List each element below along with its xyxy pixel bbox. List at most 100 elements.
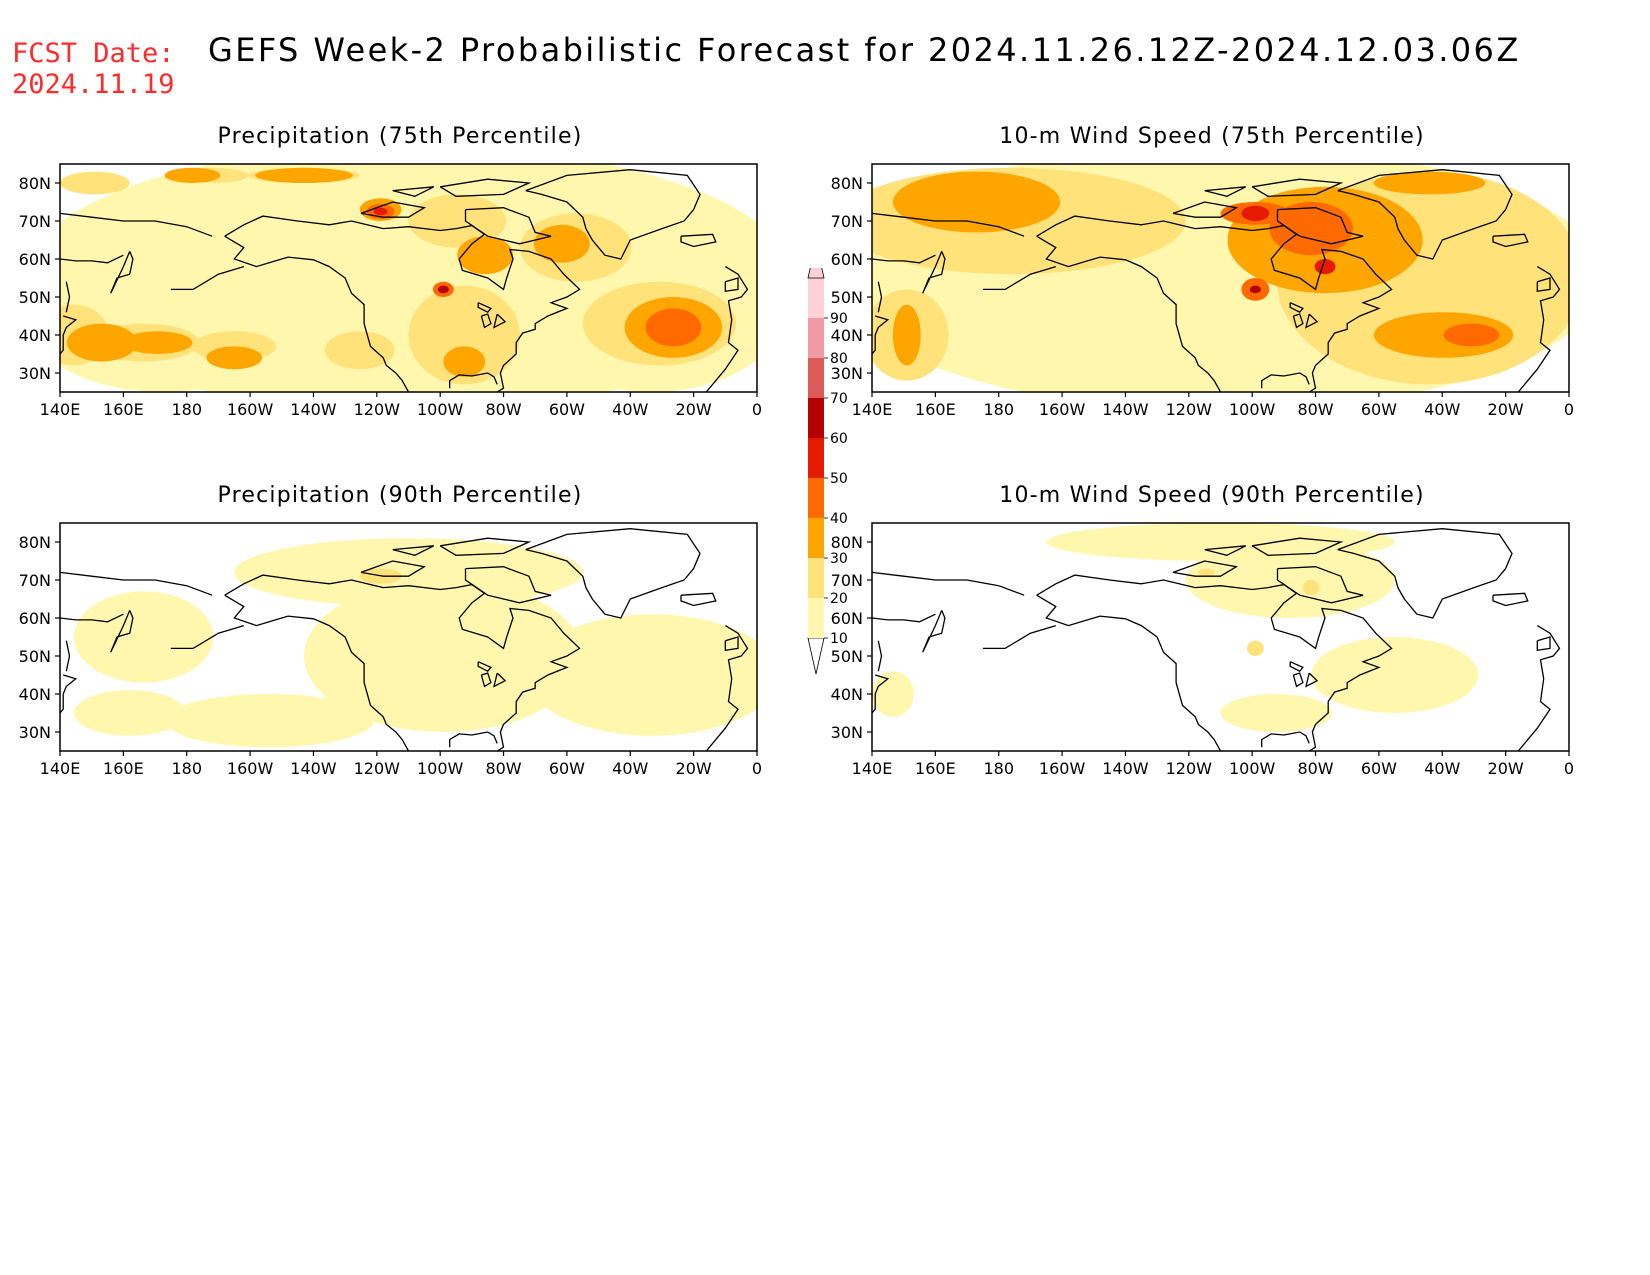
- coastline: [1036, 215, 1393, 392]
- lon-label: 40W: [1424, 759, 1460, 778]
- probability-contour: [1246, 640, 1264, 656]
- probability-contour: [443, 346, 486, 377]
- probability-contour: [408, 194, 507, 248]
- lon-label: 60W: [1361, 400, 1397, 419]
- probability-field: [60, 523, 757, 751]
- coastline: [1172, 560, 1239, 577]
- coastline: [680, 592, 717, 607]
- lon-label: 40W: [612, 400, 648, 419]
- lat-label: 30N: [831, 364, 863, 383]
- lat-label: 60N: [831, 250, 863, 269]
- lat-label: 50N: [831, 288, 863, 307]
- lon-label: 180: [171, 759, 202, 778]
- lon-label: 120W: [1166, 759, 1213, 778]
- probability-contour: [73, 591, 214, 683]
- panel-title: 10-m Wind Speed (90th Percentile): [999, 483, 1425, 508]
- coastline: [1305, 672, 1319, 688]
- coastline: [449, 731, 498, 748]
- lon-label: 100W: [1229, 400, 1276, 419]
- coastline: [480, 672, 492, 688]
- probability-contour: [373, 207, 388, 216]
- map-precip-75: 80N 70N 60N 50N 40N 30N 140E 160E 180 160W 140W 120…: [19, 163, 762, 419]
- coastline: [877, 281, 883, 313]
- probability-field: [60, 164, 757, 392]
- coastline: [1492, 592, 1529, 607]
- coastline: [170, 265, 244, 291]
- lon-label: 160W: [227, 400, 274, 419]
- probability-contour: [234, 538, 583, 607]
- coastline: [705, 266, 749, 392]
- coastline: [525, 169, 701, 260]
- coastline: [224, 594, 410, 751]
- probability-field: [872, 164, 1569, 392]
- lon-label: 140E: [852, 400, 893, 419]
- colorbar-label: 80: [830, 351, 848, 367]
- lon-label: 80W: [485, 759, 521, 778]
- coastline: [1251, 178, 1344, 197]
- colorbar-swatch: [808, 438, 824, 478]
- coastline: [65, 281, 71, 313]
- lon-label: 160W: [1039, 400, 1086, 419]
- lon-label: 160W: [1039, 759, 1086, 778]
- lon-label: 20W: [676, 759, 712, 778]
- coastline: [439, 178, 532, 197]
- probability-contour: [527, 614, 757, 736]
- coastline: [705, 625, 749, 751]
- lon-label: 100W: [417, 759, 464, 778]
- coastline: [392, 545, 435, 556]
- lon-label: 180: [983, 759, 1014, 778]
- lon-label: 140W: [1102, 759, 1149, 778]
- map-frame: [59, 522, 758, 752]
- colorbar-swatch: [808, 398, 824, 438]
- coastline: [1337, 528, 1513, 619]
- colorbar-swatch: [808, 518, 824, 558]
- probability-contour: [1198, 568, 1215, 577]
- lon-label: 20W: [1488, 400, 1524, 419]
- coastline: [110, 610, 134, 653]
- colorbar-swatch: [808, 558, 824, 598]
- lat-label: 30N: [831, 723, 863, 742]
- probability-contour: [408, 285, 521, 385]
- page-title: GEFS Week-2 Probabilistic Forecast for 2…: [208, 31, 1521, 69]
- coastline: [1292, 672, 1304, 688]
- colorbar-label: 10: [830, 631, 848, 647]
- coastline: [1172, 201, 1239, 218]
- coastline: [477, 302, 492, 314]
- lon-label: 160E: [915, 759, 956, 778]
- coastline: [60, 212, 213, 237]
- probability-contour: [60, 171, 130, 195]
- lat-label: 30N: [19, 364, 51, 383]
- coastline: [1036, 574, 1393, 751]
- coastline: [60, 674, 78, 714]
- lat-label: 60N: [19, 609, 51, 628]
- probability-field: [872, 523, 1569, 751]
- coastline: [877, 640, 883, 672]
- coastline: [480, 313, 492, 329]
- lon-label: 80W: [485, 400, 521, 419]
- colorbar-label: 30: [830, 551, 848, 567]
- forecast-date: FCST Date: 2024.11.19: [12, 38, 175, 100]
- lon-label: 140W: [290, 759, 337, 778]
- probability-contour: [892, 171, 1061, 233]
- probability-contour: [1046, 523, 1395, 561]
- panel-precip-75: Precipitation (75th Percentile) 80N 70N 60…: [0, 124, 770, 444]
- coastline: [982, 624, 1056, 650]
- probability-contour: [1241, 205, 1270, 221]
- coastline: [872, 571, 1025, 596]
- probability-contour: [122, 331, 193, 354]
- probability-contour: [1269, 202, 1353, 256]
- colorbar-label: 70: [830, 391, 848, 407]
- lon-label: 120W: [354, 400, 401, 419]
- probability-contour: [437, 285, 449, 294]
- lon-label: 80W: [1297, 400, 1333, 419]
- probability-contour: [164, 694, 374, 748]
- probability-contour: [457, 236, 514, 275]
- coastline: [464, 566, 552, 604]
- coastline: [60, 571, 213, 596]
- probability-contour: [1220, 694, 1333, 732]
- lon-label: 160W: [227, 759, 274, 778]
- probability-contour: [324, 331, 395, 370]
- lat-label: 60N: [831, 609, 863, 628]
- coastline: [724, 277, 739, 293]
- lon-label: 40W: [612, 759, 648, 778]
